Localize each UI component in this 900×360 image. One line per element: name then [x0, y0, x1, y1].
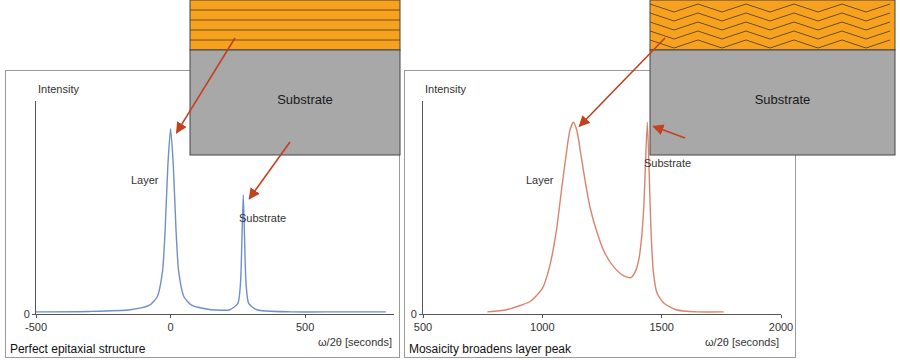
- svg-text:Substrate: Substrate: [755, 92, 811, 107]
- svg-text:Intensity: Intensity: [425, 83, 466, 95]
- svg-text:ω/2θ [seconds]: ω/2θ [seconds]: [318, 336, 392, 348]
- svg-text:2000: 2000: [769, 321, 793, 333]
- svg-text:Mosaicity broadens layer peak: Mosaicity broadens layer peak: [409, 342, 572, 356]
- svg-text:500: 500: [414, 321, 432, 333]
- svg-text:Substrate: Substrate: [277, 92, 333, 107]
- svg-text:0: 0: [24, 308, 30, 320]
- svg-text:0: 0: [411, 308, 417, 320]
- svg-text:Substrate: Substrate: [239, 212, 286, 224]
- svg-text:-500: -500: [25, 321, 47, 333]
- svg-text:500: 500: [296, 321, 314, 333]
- svg-text:Perfect epitaxial structure: Perfect epitaxial structure: [10, 342, 146, 356]
- svg-text:ω/2θ [seconds]: ω/2θ [seconds]: [705, 336, 779, 348]
- svg-text:Substrate: Substrate: [644, 157, 691, 169]
- svg-text:Intensity: Intensity: [38, 83, 79, 95]
- svg-text:0: 0: [168, 321, 174, 333]
- svg-text:1000: 1000: [530, 321, 554, 333]
- svg-text:1500: 1500: [649, 321, 673, 333]
- svg-text:Layer: Layer: [526, 174, 554, 186]
- svg-text:Layer: Layer: [131, 174, 159, 186]
